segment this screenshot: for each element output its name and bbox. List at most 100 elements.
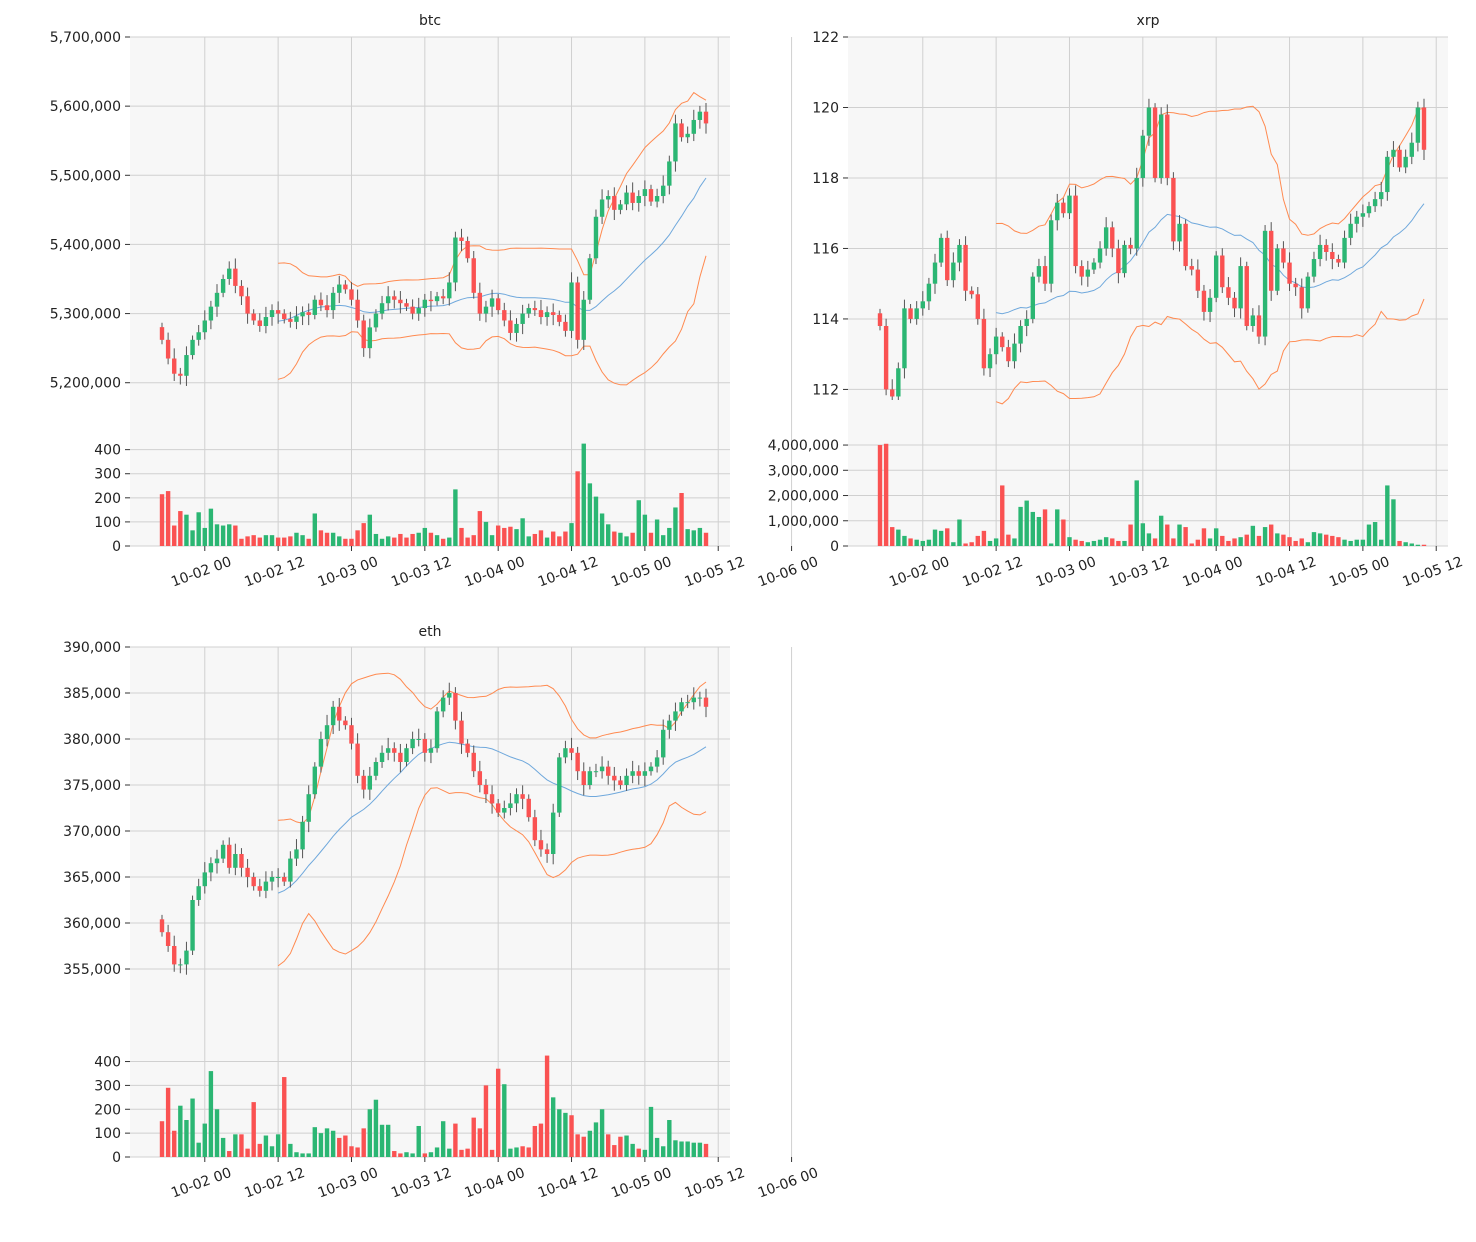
candle-body bbox=[489, 298, 495, 307]
volume-bar bbox=[440, 1121, 446, 1157]
volume-bar bbox=[367, 514, 373, 546]
volume-bar bbox=[569, 523, 574, 546]
volume-bar bbox=[1385, 485, 1390, 546]
candle-body bbox=[1048, 220, 1054, 284]
candle-body bbox=[1036, 266, 1042, 277]
candle-body bbox=[520, 313, 525, 324]
candle-body bbox=[330, 292, 336, 311]
volume-bar bbox=[239, 1134, 244, 1157]
candle-body bbox=[471, 258, 476, 293]
candle-body bbox=[447, 693, 452, 698]
volume-bar bbox=[404, 1152, 409, 1157]
volume-bar bbox=[1189, 543, 1194, 546]
volume-bar bbox=[1195, 539, 1201, 546]
volume-bar bbox=[1207, 538, 1213, 546]
volume-bar bbox=[355, 1147, 360, 1157]
volume-bar bbox=[1287, 537, 1292, 546]
volume-bar bbox=[220, 525, 226, 546]
candle-body bbox=[489, 794, 495, 804]
volume-bar bbox=[1268, 524, 1274, 546]
candle-body bbox=[563, 321, 568, 331]
volume-bar bbox=[520, 1146, 525, 1157]
candle-body bbox=[233, 854, 238, 868]
candle-body bbox=[593, 771, 599, 773]
volume-tick-label: 400 bbox=[94, 1055, 121, 1071]
volume-bar bbox=[951, 542, 956, 546]
candle-body bbox=[214, 292, 220, 307]
candle-body bbox=[453, 237, 458, 283]
volume-bar bbox=[263, 1135, 269, 1157]
volume-bar bbox=[606, 1134, 611, 1157]
candle-body bbox=[208, 306, 214, 321]
candle-body bbox=[239, 285, 244, 297]
candle-body bbox=[404, 748, 409, 762]
candle-body bbox=[703, 697, 709, 707]
volume-bar bbox=[1110, 538, 1115, 546]
volume-bar bbox=[1012, 538, 1017, 546]
candle-body bbox=[495, 298, 501, 311]
candle-body bbox=[220, 844, 226, 859]
candle-body bbox=[1250, 315, 1256, 326]
candle-body bbox=[969, 290, 974, 295]
candle-body bbox=[1042, 266, 1048, 284]
volume-bar bbox=[648, 532, 654, 546]
volume-bar bbox=[227, 1151, 232, 1157]
candle-body bbox=[1336, 259, 1341, 263]
candle-body bbox=[1220, 255, 1225, 288]
price-tick-label: 5,500,000 bbox=[50, 168, 121, 184]
volume-tick-label: 1,000,000 bbox=[768, 514, 839, 530]
candle-body bbox=[654, 757, 660, 767]
candle-body bbox=[373, 762, 379, 776]
candle-body bbox=[1116, 248, 1121, 274]
candle-body bbox=[581, 299, 586, 340]
candle-body bbox=[1397, 149, 1402, 168]
price-tick-label: 122 bbox=[812, 30, 839, 46]
volume-bar bbox=[1415, 544, 1421, 546]
volume-bar bbox=[1366, 524, 1372, 546]
volume-tick-label: 300 bbox=[94, 467, 121, 483]
candle-body bbox=[618, 204, 623, 210]
candle-body bbox=[306, 312, 311, 315]
candle-body bbox=[459, 720, 464, 744]
candle-body bbox=[1018, 325, 1023, 344]
volume-bar bbox=[373, 1099, 379, 1157]
candle-body bbox=[1000, 336, 1005, 348]
volume-bar bbox=[691, 1142, 696, 1157]
volume-bar bbox=[508, 1148, 513, 1157]
candle-body bbox=[938, 237, 944, 263]
candle-body bbox=[1226, 287, 1231, 298]
volume-bar bbox=[975, 535, 980, 546]
x-tick-label: 10-04 12 bbox=[536, 554, 601, 591]
candle-body bbox=[1006, 347, 1011, 362]
volume-bar bbox=[697, 1142, 703, 1157]
volume-bar bbox=[1128, 524, 1133, 546]
volume-bar bbox=[428, 1152, 434, 1157]
candle-body bbox=[294, 316, 299, 322]
x-tick-label: 10-03 00 bbox=[316, 554, 381, 591]
candle-body bbox=[1171, 177, 1176, 242]
candle-body bbox=[275, 877, 281, 878]
volume-bar bbox=[1324, 534, 1329, 546]
candle-body bbox=[975, 294, 980, 319]
volume-bar bbox=[300, 1153, 305, 1157]
volume-bar bbox=[514, 529, 519, 546]
volume-bar bbox=[575, 1134, 580, 1157]
candle-body bbox=[282, 877, 287, 882]
volume-bar bbox=[526, 536, 531, 546]
candle-body bbox=[184, 950, 189, 965]
x-tick-label: 10-03 00 bbox=[1034, 554, 1099, 591]
candle-body bbox=[624, 192, 629, 205]
candle-body bbox=[691, 697, 696, 703]
candle-body bbox=[178, 373, 183, 376]
candle-body bbox=[355, 299, 360, 321]
candle-body bbox=[1207, 297, 1213, 312]
candle-body bbox=[453, 693, 458, 721]
candle-body bbox=[1268, 230, 1274, 291]
candle-body bbox=[245, 296, 250, 314]
volume-bar bbox=[1091, 540, 1097, 546]
volume-bar bbox=[1103, 537, 1109, 546]
volume-bar bbox=[275, 1134, 281, 1157]
candle-body bbox=[550, 812, 556, 854]
volume-bar bbox=[667, 1120, 672, 1157]
candle-body bbox=[502, 310, 507, 321]
